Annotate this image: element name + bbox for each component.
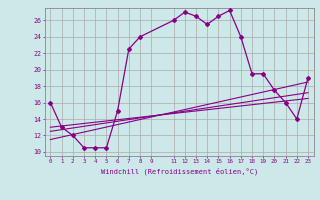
X-axis label: Windchill (Refroidissement éolien,°C): Windchill (Refroidissement éolien,°C): [100, 167, 258, 175]
